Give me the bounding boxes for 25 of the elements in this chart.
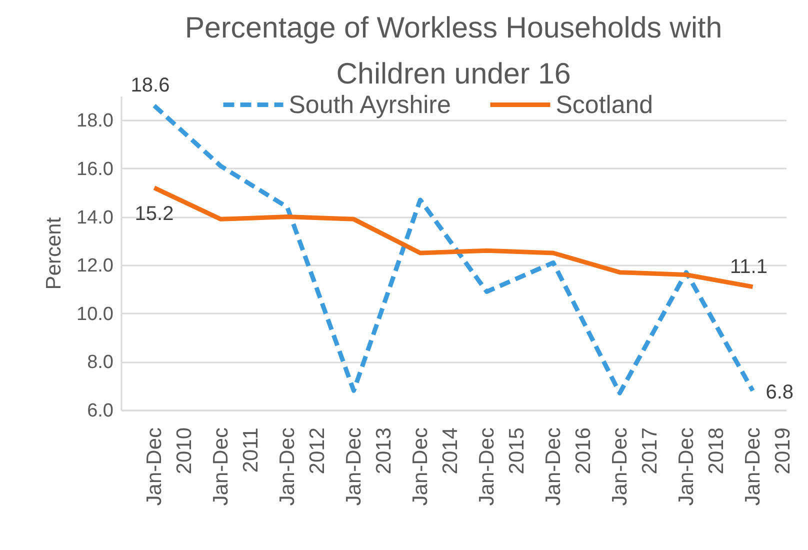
data-label: 11.1 bbox=[730, 256, 768, 278]
x-tick-label: Jan-Dec 2014 bbox=[408, 427, 462, 506]
x-tick-label: Jan-Dec 2015 bbox=[475, 428, 528, 506]
x-tick-label: Jan-Dec 2012 bbox=[276, 428, 329, 506]
data-label: 18.6 bbox=[130, 74, 170, 97]
x-tick-label: Jan-Dec 2016 bbox=[542, 428, 595, 506]
y-tick-label: 14.0 bbox=[76, 207, 114, 228]
x-tick-label: Jan-Dec 2019 bbox=[741, 428, 794, 506]
legend-label: South Ayrshire bbox=[288, 90, 451, 119]
y-tick-label: 18.0 bbox=[76, 110, 114, 132]
chart-title: Percentage of Workless Households with Children under 16 bbox=[184, 12, 722, 90]
y-tick-label: 12.0 bbox=[76, 256, 114, 277]
y-tick-label: 16.0 bbox=[76, 158, 114, 180]
y-tick-label: 6.0 bbox=[87, 400, 114, 422]
data-label: 15.2 bbox=[134, 202, 174, 225]
x-tick-label: Jan-Dec 2011 bbox=[209, 428, 262, 506]
x-tick-label: Jan-Dec 2010 bbox=[142, 428, 196, 506]
y-axis-title: Percent bbox=[42, 217, 66, 290]
x-tick-label: Jan-Dec 2017 bbox=[608, 428, 662, 506]
y-tick-label: 10.0 bbox=[76, 304, 114, 325]
legend-label: Scotland bbox=[556, 90, 654, 119]
y-tick-label: 8.0 bbox=[87, 352, 114, 374]
data-label: 6.8 bbox=[766, 382, 794, 404]
x-tick-label: Jan-Dec 2013 bbox=[342, 428, 396, 506]
x-tick-label: Jan-Dec 2018 bbox=[674, 428, 728, 506]
